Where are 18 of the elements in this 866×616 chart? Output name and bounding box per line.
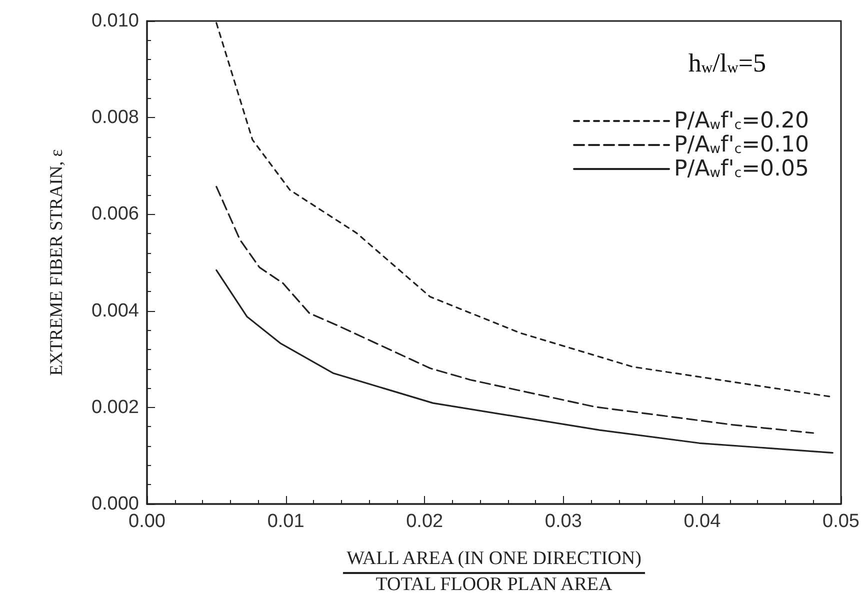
line-series [216,269,834,454]
x-tick-label: 0.01 [267,511,304,532]
x-tick-label: 0.04 [684,511,722,532]
line-series [216,186,814,434]
x-tick-label: 0.02 [406,511,444,532]
legend-label: P/Awf'c=0.05 [674,156,810,182]
y-tick-label: 0.006 [91,204,139,225]
y-tick-label: 0.004 [91,300,140,322]
y-axis-title: EXTREME FIBER STRAIN, ε [46,148,66,376]
y-tick-label: 0.010 [91,10,139,32]
legend-label: P/Awf'c=0.20 [674,108,810,134]
legend-title: hw/lw=5 [688,48,766,78]
x-tick-label: 0.03 [544,511,582,532]
x-axis-title: WALL AREA (IN ONE DIRECTION) TOTAL FLOOR PLAN AREA [346,548,642,596]
legend-label: P/Awf'c=0.10 [674,132,810,158]
y-tick-label: 0.002 [91,396,139,418]
y-tick-label: 0.008 [91,107,139,128]
x-tick-label: 0.05 [822,511,860,532]
